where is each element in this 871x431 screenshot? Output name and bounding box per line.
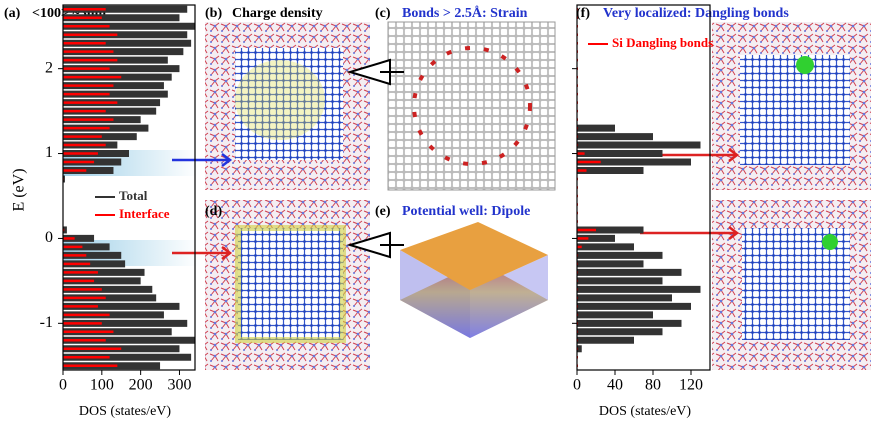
panel-title: Charge density <box>232 6 323 21</box>
y-tick-label: 0 <box>45 229 53 246</box>
structure-f2 <box>712 200 871 370</box>
legend-label: Total <box>119 188 148 203</box>
structure-f1 <box>712 22 871 190</box>
x-tick-label: 300 <box>167 377 191 394</box>
y-tick-label: 1 <box>45 144 53 161</box>
x-tick-label: 80 <box>645 377 661 394</box>
potential-surface <box>400 222 548 338</box>
legend-label: Interface <box>119 206 170 221</box>
panel-title: Very localized: Dangling bonds <box>603 6 789 21</box>
x-tick-label: 0 <box>573 377 581 394</box>
panel-label: (e) <box>375 204 391 219</box>
panel-title: Bonds > 2.5Å: Strain <box>402 5 528 21</box>
plot-frame <box>576 4 711 371</box>
x-axis-label: DOS (states/eV) <box>599 404 691 419</box>
x-tick-label: 100 <box>90 377 114 394</box>
panel-label: (a) <box>4 6 21 21</box>
structure-c <box>387 21 556 191</box>
panel-label: (f) <box>576 6 590 21</box>
x-tick-label: 200 <box>129 377 153 394</box>
x-tick-label: 40 <box>607 377 623 394</box>
y-tick-label: 2 <box>45 59 53 76</box>
y-tick-label: -1 <box>40 314 53 331</box>
legend-label: Si Dangling bonds <box>612 35 713 50</box>
structure-d <box>205 200 370 370</box>
x-tick-label: 0 <box>59 377 67 394</box>
panel-label: (d) <box>205 204 222 219</box>
x-tick-label: 120 <box>679 377 703 394</box>
structure-b <box>205 22 370 190</box>
panel-label: (b) <box>205 6 222 21</box>
arrows <box>172 58 740 260</box>
x-axis-label: DOS (states/eV) <box>79 404 171 419</box>
plot-frame <box>62 4 196 371</box>
panel-title: Potential well: Dipole <box>402 204 530 219</box>
panel-label: (c) <box>375 6 391 21</box>
y-axis-label: E (eV) <box>11 168 28 211</box>
